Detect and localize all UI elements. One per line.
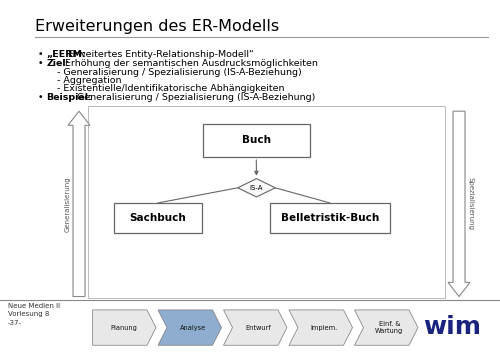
Text: wim: wim (424, 315, 482, 339)
Polygon shape (354, 310, 418, 345)
Text: Erweitertes Entity-Relationship-Modell“: Erweitertes Entity-Relationship-Modell“ (65, 50, 254, 59)
Polygon shape (289, 310, 352, 345)
Text: Entwurf: Entwurf (246, 325, 271, 330)
Bar (202, 124, 310, 157)
Text: Spezialisierung: Spezialisierung (467, 177, 473, 231)
Text: Generalisierung / Spezialisierung (IS-A-Beziehung): Generalisierung / Spezialisierung (IS-A-… (74, 93, 315, 102)
Text: Einf. &
Wartung: Einf. & Wartung (375, 321, 404, 334)
Polygon shape (224, 310, 287, 345)
Text: „EERM:: „EERM: (46, 50, 86, 59)
Text: Beispiel:: Beispiel: (46, 93, 92, 102)
Text: Implem.: Implem. (310, 325, 338, 330)
Text: •: • (38, 50, 46, 59)
Text: Generalisierung: Generalisierung (65, 176, 71, 232)
Text: - Generalisierung / Spezialisierung (IS-A-Beziehung): - Generalisierung / Spezialisierung (IS-… (58, 68, 302, 77)
Bar (114, 203, 202, 233)
Text: •: • (38, 59, 46, 68)
Text: - Aggregation: - Aggregation (58, 76, 122, 85)
Text: Belletristik-Buch: Belletristik-Buch (281, 213, 379, 223)
Polygon shape (158, 310, 222, 345)
Text: Ziel:: Ziel: (46, 59, 70, 68)
Polygon shape (92, 310, 156, 345)
Text: - Existentielle/Identifikatorische Abhängigkeiten: - Existentielle/Identifikatorische Abhän… (58, 84, 285, 93)
Text: Neue Medien II
Vorlesung 8
-37-: Neue Medien II Vorlesung 8 -37- (8, 303, 60, 326)
Polygon shape (68, 111, 90, 297)
Text: Erweiterungen des ER-Modells: Erweiterungen des ER-Modells (35, 19, 279, 34)
Bar (270, 203, 390, 233)
Text: Analyse: Analyse (180, 325, 206, 330)
Bar (88, 106, 445, 298)
Polygon shape (238, 179, 275, 197)
Text: Planung: Planung (111, 325, 138, 330)
Text: •: • (38, 93, 46, 102)
Text: Erhöhung der semantischen Ausdrucksmöglichkeiten: Erhöhung der semantischen Ausdrucksmögli… (62, 59, 318, 68)
Polygon shape (448, 111, 470, 297)
Text: Buch: Buch (242, 135, 271, 145)
Text: IS-A: IS-A (250, 185, 263, 191)
Text: Sachbuch: Sachbuch (130, 213, 186, 223)
